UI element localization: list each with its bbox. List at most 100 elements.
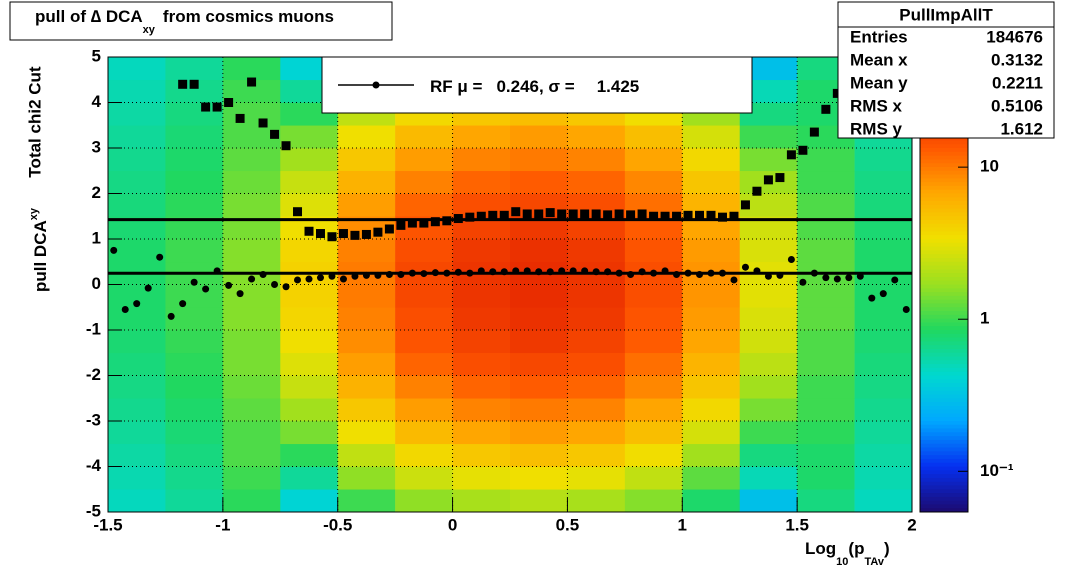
heatmap-cell: [854, 352, 913, 376]
heatmap-cell: [510, 148, 568, 172]
heatmap-cell: [797, 466, 855, 490]
stats-label: Mean x: [850, 50, 908, 69]
heatmap-cell: [739, 421, 798, 445]
colorbar-step: [920, 174, 968, 179]
heatmap-cell: [222, 193, 281, 217]
heatmap-cell: [452, 239, 511, 263]
heatmap-cell: [222, 170, 281, 194]
colorbar-step: [920, 432, 968, 437]
y-tick-label: 2: [92, 183, 101, 202]
colorbar-step: [920, 447, 968, 452]
heatmap-cell: [624, 466, 683, 490]
colorbar-step: [920, 273, 968, 278]
mean-marker: [397, 270, 405, 278]
x-title-p: (p: [848, 539, 864, 558]
sigma-marker: [729, 211, 739, 221]
heatmap-cell: [165, 398, 224, 422]
sigma-marker: [430, 217, 440, 227]
legend-mu: 0.246: [496, 77, 539, 96]
heatmap-cell: [452, 489, 511, 513]
heatmap-cell: [567, 239, 626, 263]
sigma-marker: [603, 210, 613, 220]
mean-marker: [477, 267, 485, 275]
mean-marker: [110, 246, 118, 254]
colorbar-step: [920, 307, 968, 312]
heatmap-cell: [510, 375, 568, 399]
heatmap-cell: [395, 443, 453, 467]
heatmap-cell: [108, 489, 166, 513]
colorbar-step: [920, 330, 968, 335]
heatmap-cell: [280, 148, 339, 172]
heatmap-cell: [624, 421, 683, 445]
colorbar-step: [920, 311, 968, 316]
heatmap-cell: [222, 125, 281, 149]
heatmap-cell: [797, 375, 855, 399]
heatmap-cell: [452, 125, 511, 149]
heatmap-cell: [395, 352, 453, 376]
heatmap-cell: [682, 284, 741, 308]
heatmap-cell: [165, 352, 224, 376]
heatmap-cell: [567, 352, 626, 376]
colorbar-step: [920, 326, 968, 331]
colorbar-step: [920, 485, 968, 490]
heatmap-cell: [739, 79, 798, 103]
sigma-marker: [580, 209, 590, 219]
y-tick-label: 1: [92, 228, 101, 247]
x-tick-label: 1: [678, 515, 687, 534]
heatmap-cell: [165, 125, 224, 149]
sigma-marker: [591, 209, 601, 219]
heatmap-cell: [280, 443, 339, 467]
heatmap-cell: [797, 239, 855, 263]
colorbar-step: [920, 204, 968, 210]
heatmap-cell: [739, 330, 798, 354]
sigma-marker: [293, 207, 303, 217]
x-title-log: Log: [805, 539, 836, 558]
colorbar-step: [920, 500, 968, 505]
colorbar-step: [920, 348, 968, 354]
colorbar-step: [920, 390, 968, 395]
heatmap-cell: [395, 193, 453, 217]
heatmap-cell: [337, 398, 396, 422]
mean-marker: [741, 263, 749, 271]
colorbar-step: [920, 314, 968, 320]
heatmap-cell: [222, 330, 281, 354]
sigma-marker: [488, 210, 498, 220]
heatmap-cell: [452, 148, 511, 172]
colorbar-step: [920, 163, 968, 168]
mean-marker: [730, 276, 738, 284]
sigma-marker: [281, 141, 291, 151]
mean-marker: [684, 269, 692, 277]
heatmap-cell: [222, 443, 281, 467]
heatmap-cell: [452, 216, 511, 240]
sigma-marker: [235, 113, 245, 123]
colorbar-step: [920, 284, 968, 289]
mean-marker: [592, 268, 600, 276]
heatmap-cell: [682, 489, 741, 513]
sigma-marker: [522, 209, 532, 219]
mean-marker: [707, 269, 715, 277]
heatmap-cell: [108, 79, 166, 103]
mean-marker: [328, 272, 336, 280]
sigma-marker: [706, 210, 716, 220]
heatmap-cell: [222, 421, 281, 445]
stats-value: 1.612: [1000, 119, 1043, 138]
colorbar-step: [920, 303, 968, 308]
heatmap-cell: [165, 421, 224, 445]
colorbar-step: [920, 439, 968, 445]
heatmap-cell: [797, 330, 855, 354]
colorbar-step: [920, 379, 968, 384]
colorbar-step: [920, 216, 968, 221]
heatmap-cell: [797, 193, 855, 217]
chart-title: pull of ∆ DCAxy from cosmics muons: [35, 7, 334, 35]
colorbar-step: [920, 371, 968, 376]
heatmap-cell: [452, 375, 511, 399]
mean-marker: [466, 269, 474, 277]
mean-marker: [661, 267, 669, 275]
heatmap-cell: [280, 398, 339, 422]
mean-marker: [856, 272, 864, 280]
colorbar-step: [920, 189, 968, 194]
heatmap-cell: [510, 307, 568, 331]
heatmap-cell: [452, 466, 511, 490]
heatmap-cell: [452, 352, 511, 376]
colorbar-step: [920, 428, 968, 433]
